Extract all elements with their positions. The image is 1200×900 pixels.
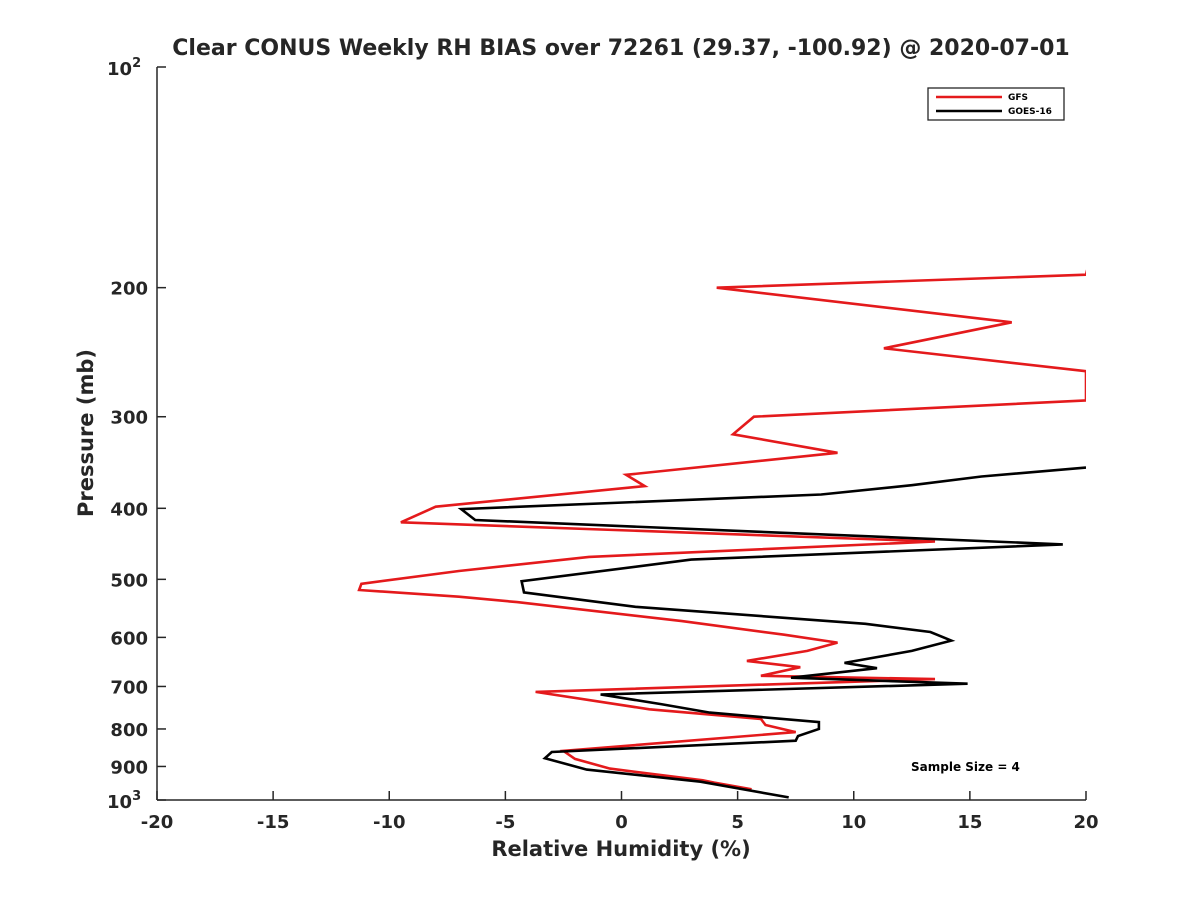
y-tick-label: 200	[110, 279, 148, 300]
series-layer	[357, 269, 1086, 799]
x-tick-label: 15	[957, 812, 982, 833]
series-line-goes-16	[457, 466, 1086, 799]
y-tick-label: 600	[110, 628, 148, 649]
legend: GFS GOES-16	[927, 87, 1065, 121]
y-tick-label: 700	[110, 677, 148, 698]
x-tick-label: -20	[141, 812, 174, 833]
y-tick-label: 300	[110, 408, 148, 429]
y-tick-label: 800	[110, 720, 148, 741]
sample-size-annotation: Sample Size = 4	[911, 760, 1020, 774]
y-tick-label: 400	[110, 499, 148, 520]
x-tick-label: 5	[731, 812, 744, 833]
x-tick-label: -10	[373, 812, 406, 833]
y-axis-label: Pressure (mb)	[74, 349, 98, 517]
x-tick-label: -5	[495, 812, 515, 833]
legend-label-goes-16: GOES-16	[1008, 107, 1052, 117]
x-tick-label: -15	[257, 812, 290, 833]
y-tick-label: 900	[110, 757, 148, 778]
y-tick-label: 500	[110, 570, 148, 591]
chart-title: Clear CONUS Weekly RH BIAS over 72261 (2…	[172, 36, 1069, 61]
x-ticks: -20 -15 -10 -5 0 5 10 15 20	[141, 791, 1099, 833]
legend-box	[927, 87, 1065, 121]
x-axis-label: Relative Humidity (%)	[491, 837, 750, 861]
series-line-gfs	[357, 269, 1086, 791]
y-tick-label: 103	[107, 789, 141, 813]
x-tick-label: 0	[615, 812, 628, 833]
y-tick-label: 102	[107, 56, 141, 80]
y-ticks: 102 200 300 400 500 600 700 800 900 103	[107, 56, 166, 813]
x-tick-label: 20	[1073, 812, 1098, 833]
x-tick-label: 10	[841, 812, 866, 833]
legend-label-gfs: GFS	[1008, 93, 1028, 103]
